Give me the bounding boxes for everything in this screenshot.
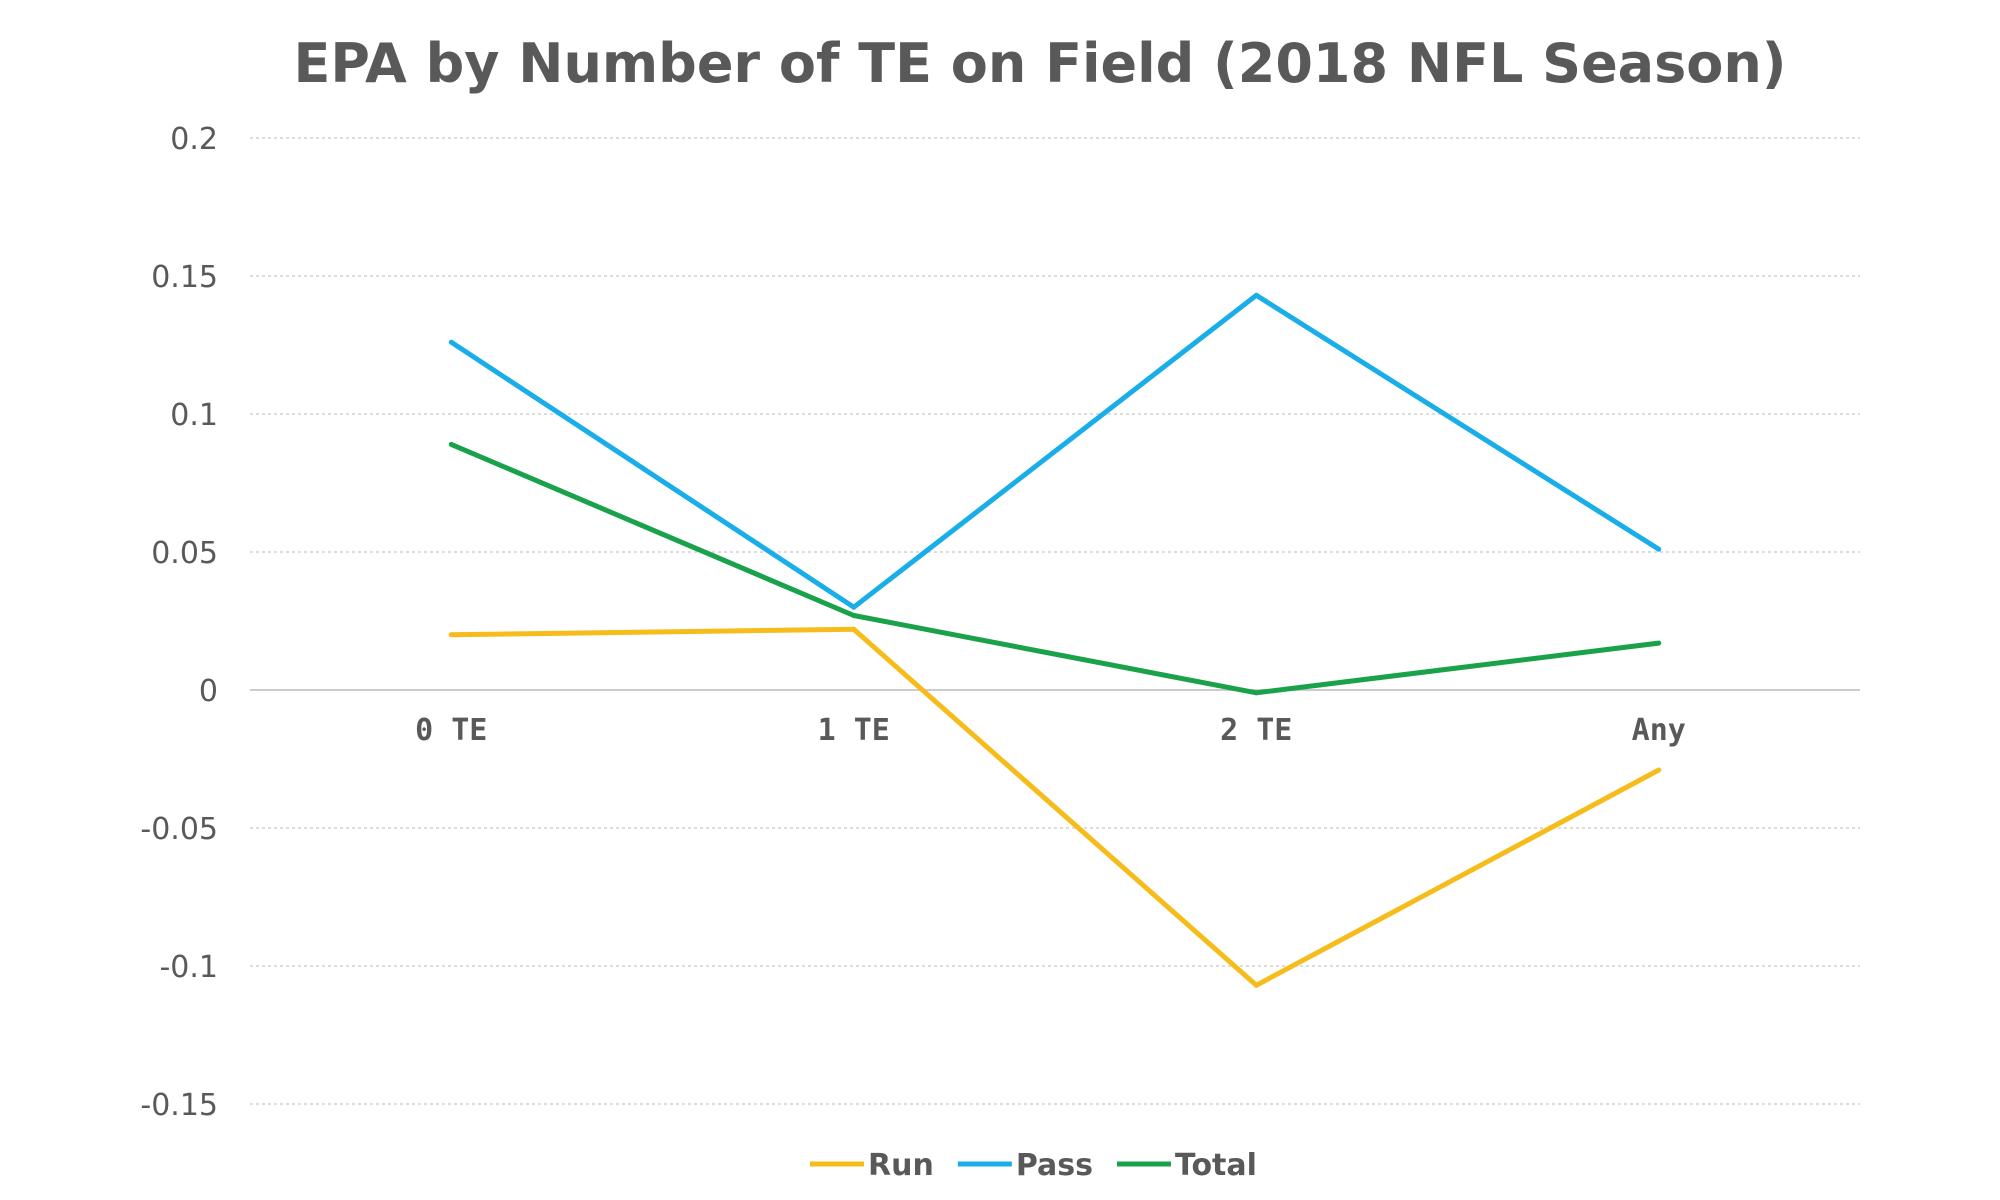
data-point-run [1656, 767, 1662, 773]
x-tick-label: 0 TE [415, 713, 487, 748]
y-tick-label: -0.15 [140, 1088, 218, 1123]
data-point-pass [851, 604, 857, 610]
data-point-pass [1656, 546, 1662, 552]
x-tick-label: 1 TE [818, 713, 890, 748]
y-tick-label: 0.1 [170, 398, 218, 433]
data-point-total [1656, 640, 1662, 646]
legend-label-pass: Pass [1016, 1148, 1093, 1183]
y-tick-label: 0.05 [151, 536, 218, 571]
gridlines [250, 137, 1860, 1105]
y-tick-label: -0.1 [159, 950, 218, 985]
data-point-total [448, 441, 454, 447]
legend-label-run: Run [868, 1148, 934, 1183]
data-point-run [448, 632, 454, 638]
series-line-total [450, 442, 1660, 696]
series-line-pass [449, 292, 1661, 610]
series-lines [448, 292, 1662, 988]
data-point-run [1253, 982, 1259, 988]
x-tick-label: Any [1632, 713, 1686, 748]
data-point-pass [1253, 292, 1259, 298]
legend: Run Pass Total [810, 1148, 1257, 1183]
y-tick-label: 0.2 [170, 122, 218, 157]
y-tick-label: 0 [199, 674, 218, 709]
x-tick-label: 2 TE [1220, 713, 1292, 748]
x-axis-ticks: 0 TE 1 TE 2 TE Any [415, 713, 1686, 748]
data-point-total [851, 612, 857, 618]
data-point-run [851, 626, 857, 632]
y-axis-ticks: 0.2 0.15 0.1 0.05 0 -0.05 -0.1 -0.15 [140, 122, 218, 1123]
chart-title: EPA by Number of TE on Field (2018 NFL S… [294, 32, 1787, 95]
y-tick-label: -0.05 [140, 812, 218, 847]
data-point-total [1253, 690, 1259, 696]
y-tick-label: 0.15 [151, 260, 218, 295]
series-line-run [451, 626, 1660, 988]
legend-label-total: Total [1175, 1148, 1257, 1183]
data-point-pass [448, 339, 454, 345]
